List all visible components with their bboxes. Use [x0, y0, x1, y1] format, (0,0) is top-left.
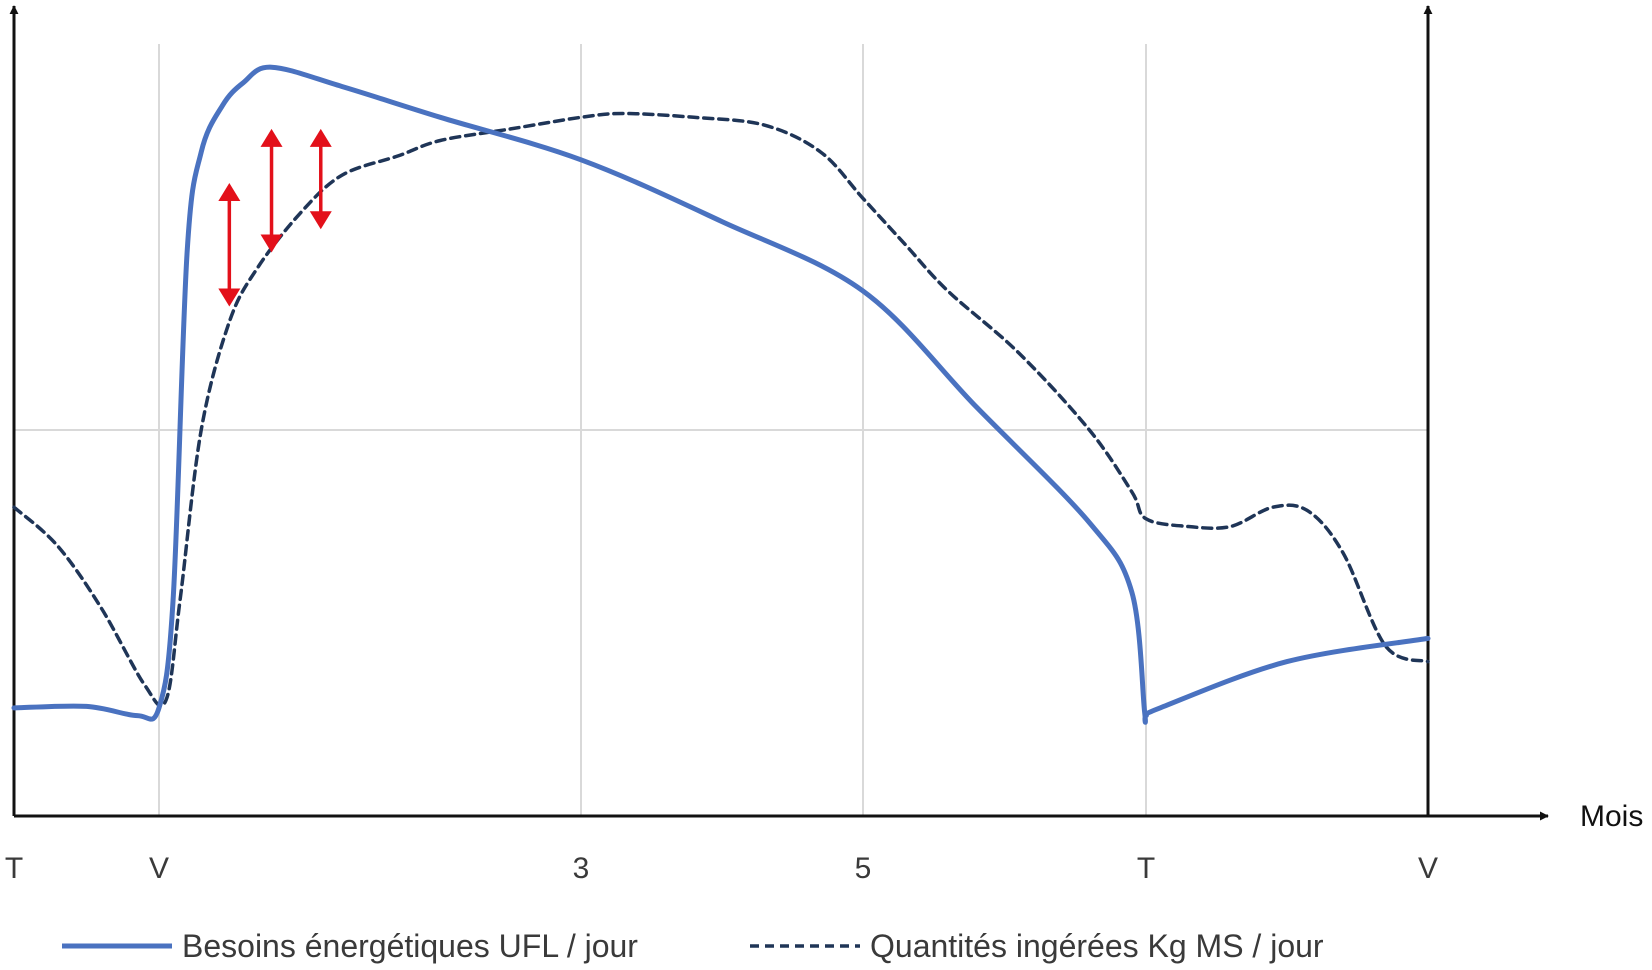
series-line-quantites	[12, 111, 1430, 708]
annotations	[218, 128, 332, 307]
double-arrow-1	[260, 128, 283, 253]
double-arrow-2	[309, 128, 332, 230]
legend-item-besoins: Besoins énergétiques UFL / jour	[62, 928, 638, 964]
x-tick-labels: T V 3 5 T V	[5, 852, 1438, 885]
x-tick-label-2: 3	[573, 852, 590, 885]
x-tick-label-0: T	[5, 852, 23, 885]
legend: Besoins énergétiques UFL / jour Quantité…	[62, 928, 1324, 964]
legend-label-quantites: Quantités ingérées Kg MS / jour	[870, 928, 1324, 964]
x-tick-label-1: V	[149, 852, 169, 885]
series-line-besoins	[11, 64, 1431, 725]
grid	[14, 44, 1428, 816]
double-arrow-0	[218, 182, 241, 307]
axes: Mois	[9, 5, 1643, 833]
x-tick-label-3: 5	[855, 852, 872, 885]
x-tick-label-4: T	[1137, 852, 1155, 885]
x-tick-label-5: V	[1418, 852, 1438, 885]
series	[11, 64, 1431, 725]
legend-item-quantites: Quantités ingérées Kg MS / jour	[750, 928, 1324, 964]
legend-label-besoins: Besoins énergétiques UFL / jour	[182, 928, 638, 964]
x-axis-label: Mois	[1580, 800, 1643, 833]
